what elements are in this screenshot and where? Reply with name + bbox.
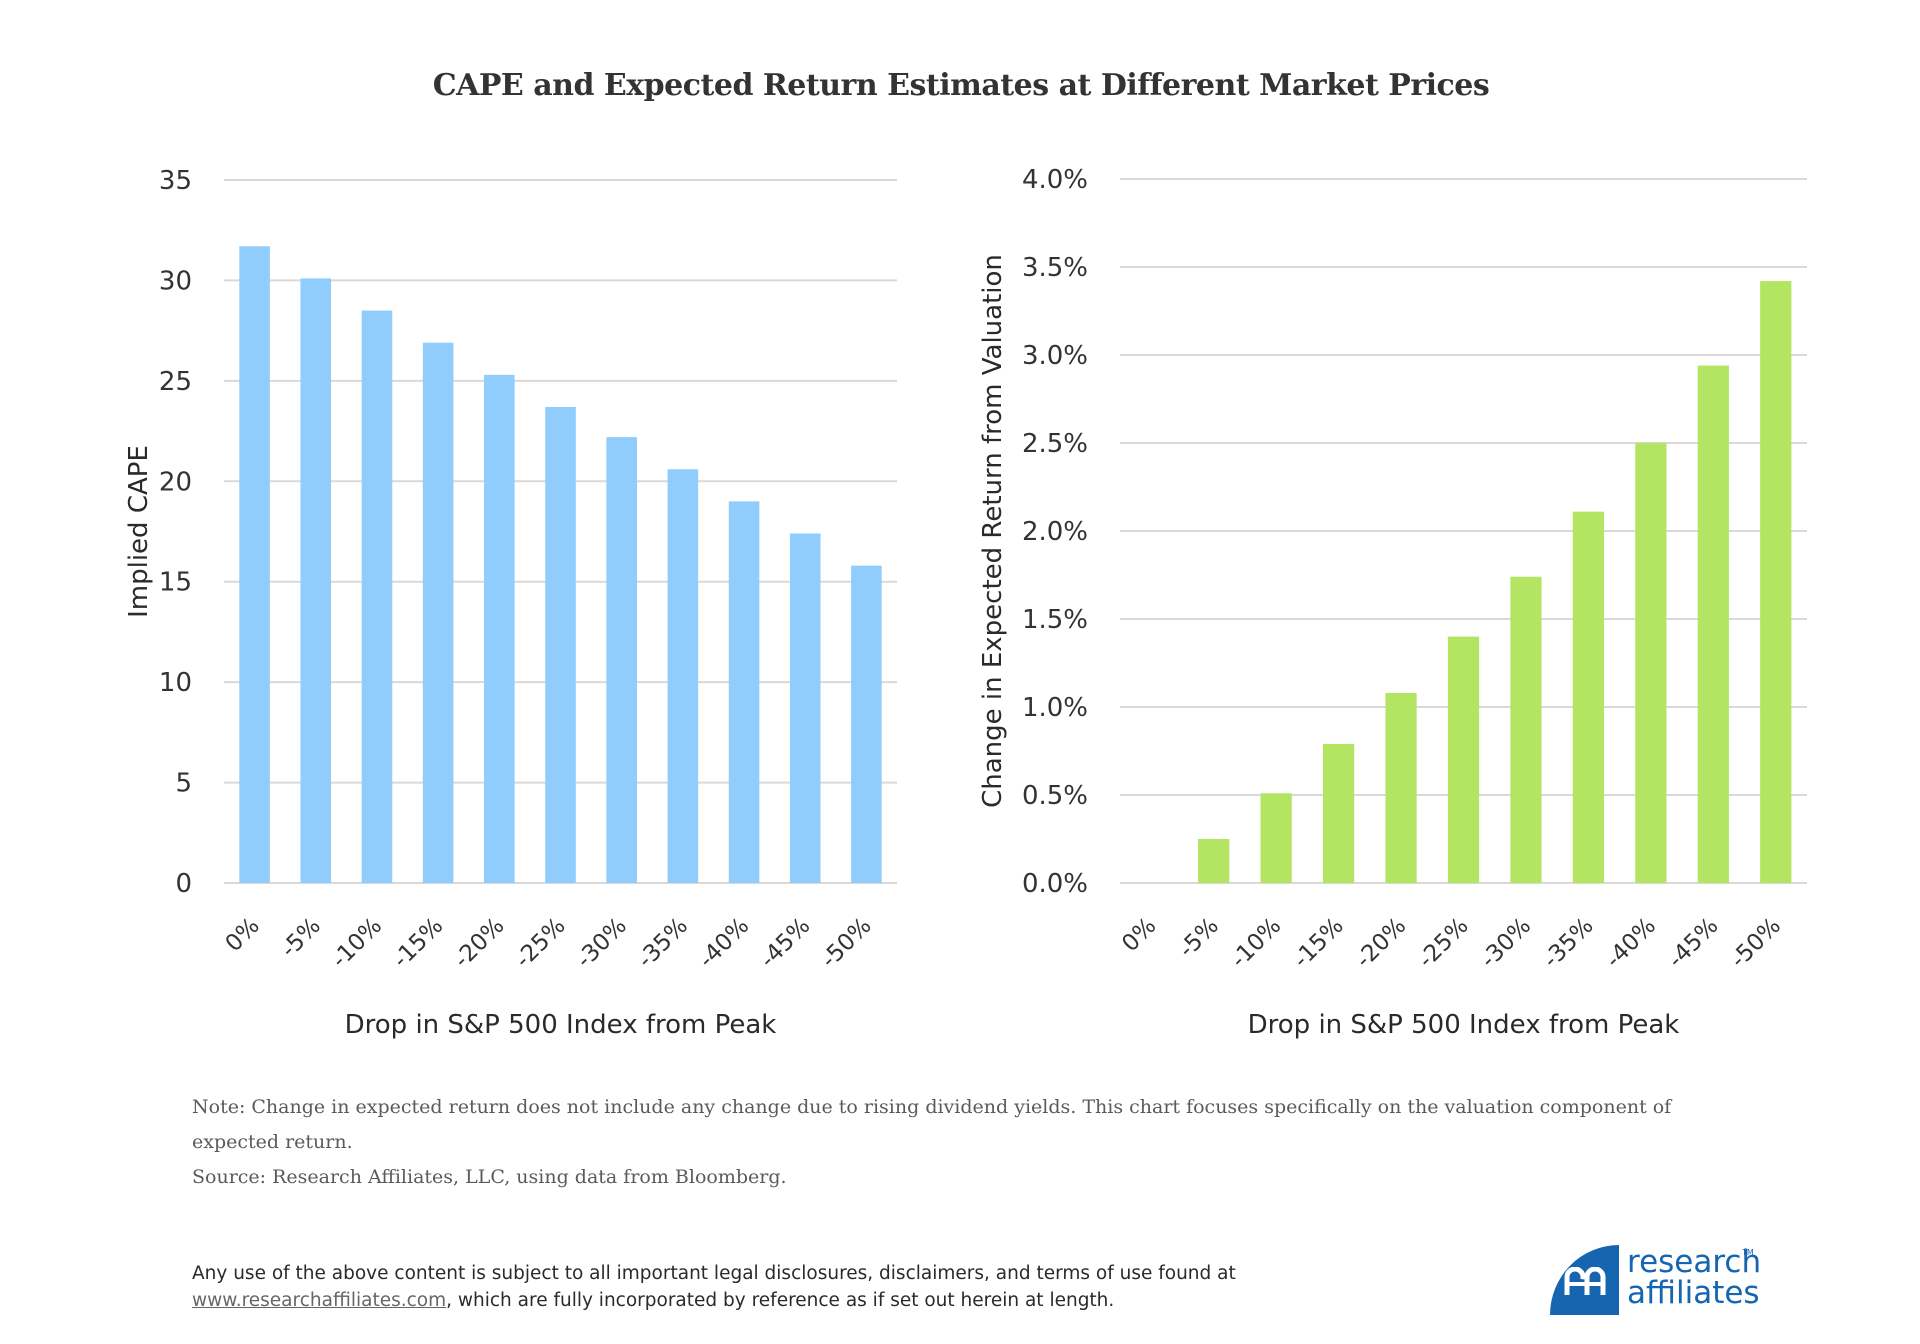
- x-axis-title: Drop in S&P 500 Index from Peak: [345, 1010, 777, 1040]
- logo-word-research: research: [1627, 1244, 1762, 1280]
- y-tick-label: 0: [175, 869, 192, 899]
- bar: [1198, 839, 1230, 883]
- y-tick-label: 4.0%: [1022, 165, 1088, 195]
- y-tick-label: 35: [159, 166, 192, 196]
- bar: [667, 469, 699, 883]
- y-tick-label: 3.0%: [1022, 341, 1088, 371]
- legal-disclaimer: Any use of the above content is subject …: [192, 1260, 1392, 1314]
- logo-mark-icon: [1550, 1245, 1619, 1315]
- disclaimer-line-2: , which are fully incorporated by refere…: [446, 1290, 1115, 1311]
- note-text: Note: Change in expected return does not…: [192, 1096, 1672, 1153]
- x-tick-label: -20%: [1351, 913, 1411, 973]
- y-tick-label: 25: [159, 367, 192, 397]
- x-tick-label: -5%: [1174, 913, 1224, 963]
- bar: [1385, 692, 1417, 883]
- y-tick-label: 20: [159, 467, 192, 497]
- y-tick-label: 15: [159, 568, 192, 598]
- bar: [1572, 511, 1605, 883]
- bar: [1760, 281, 1792, 884]
- x-tick-label: 0%: [1117, 913, 1161, 957]
- website-link[interactable]: www.researchaffiliates.com: [192, 1290, 447, 1311]
- y-tick-label: 2.5%: [1022, 429, 1088, 459]
- y-tick-label: 0.5%: [1022, 781, 1088, 811]
- x-tick-label: -35%: [1538, 913, 1598, 973]
- bar: [789, 533, 821, 883]
- y-tick-label: 1.0%: [1022, 693, 1088, 723]
- y-tick-label: 0.0%: [1022, 869, 1088, 899]
- x-tick-label: -45%: [1663, 913, 1723, 973]
- y-tick-label: 30: [159, 266, 192, 296]
- y-tick-label: 1.5%: [1022, 605, 1088, 635]
- x-tick-label: -10%: [1226, 913, 1286, 973]
- bar: [1322, 743, 1355, 883]
- bar: [361, 310, 393, 883]
- x-tick-label: -15%: [1288, 913, 1348, 973]
- y-tick-label: 2.0%: [1022, 517, 1088, 547]
- bar: [1510, 576, 1542, 883]
- chart-notes: Note: Change in expected return does not…: [192, 1090, 1692, 1195]
- disclaimer-line-1: Any use of the above content is subject …: [192, 1263, 1236, 1284]
- bar: [545, 406, 576, 883]
- y-tick-label: 5: [175, 769, 192, 799]
- bar: [728, 501, 760, 883]
- bar: [606, 437, 637, 883]
- bar: [1635, 443, 1667, 883]
- x-tick-label: -30%: [1476, 913, 1536, 973]
- x-tick-label: -50%: [1726, 913, 1786, 973]
- x-tick-label: -25%: [1413, 913, 1473, 973]
- bar: [300, 278, 332, 883]
- y-axis-title: Implied CAPE: [124, 445, 154, 618]
- bar: [422, 342, 454, 883]
- y-tick-label: 3.5%: [1022, 253, 1088, 283]
- x-tick-label: -40%: [1601, 913, 1661, 973]
- chart-title: CAPE and Expected Return Estimates at Di…: [432, 68, 1490, 103]
- bar: [1447, 636, 1480, 883]
- expected-return-chart: 0.0% 0.5% 1.0% 1.5% 2.0% 2.5% 3.0% 3.5% 4.0% 0% -5…: [978, 165, 1807, 1040]
- x-axis-title: Drop in S&P 500 Index from Peak: [1248, 1010, 1680, 1040]
- logo-trademark: TM: [1742, 1248, 1754, 1257]
- y-axis-title: Change in Expected Return from Valuation: [978, 254, 1008, 808]
- bar: [1260, 793, 1292, 883]
- bar: [484, 374, 515, 883]
- logo-word-affiliates: affiliates: [1627, 1275, 1760, 1311]
- bar: [239, 246, 270, 884]
- y-tick-label: 10: [159, 668, 192, 698]
- source-text: Source: Research Affiliates, LLC, using …: [192, 1166, 787, 1188]
- research-affiliates-logo: research affiliates TM: [1550, 1244, 1762, 1317]
- bar: [1697, 365, 1729, 883]
- bar: [851, 565, 882, 883]
